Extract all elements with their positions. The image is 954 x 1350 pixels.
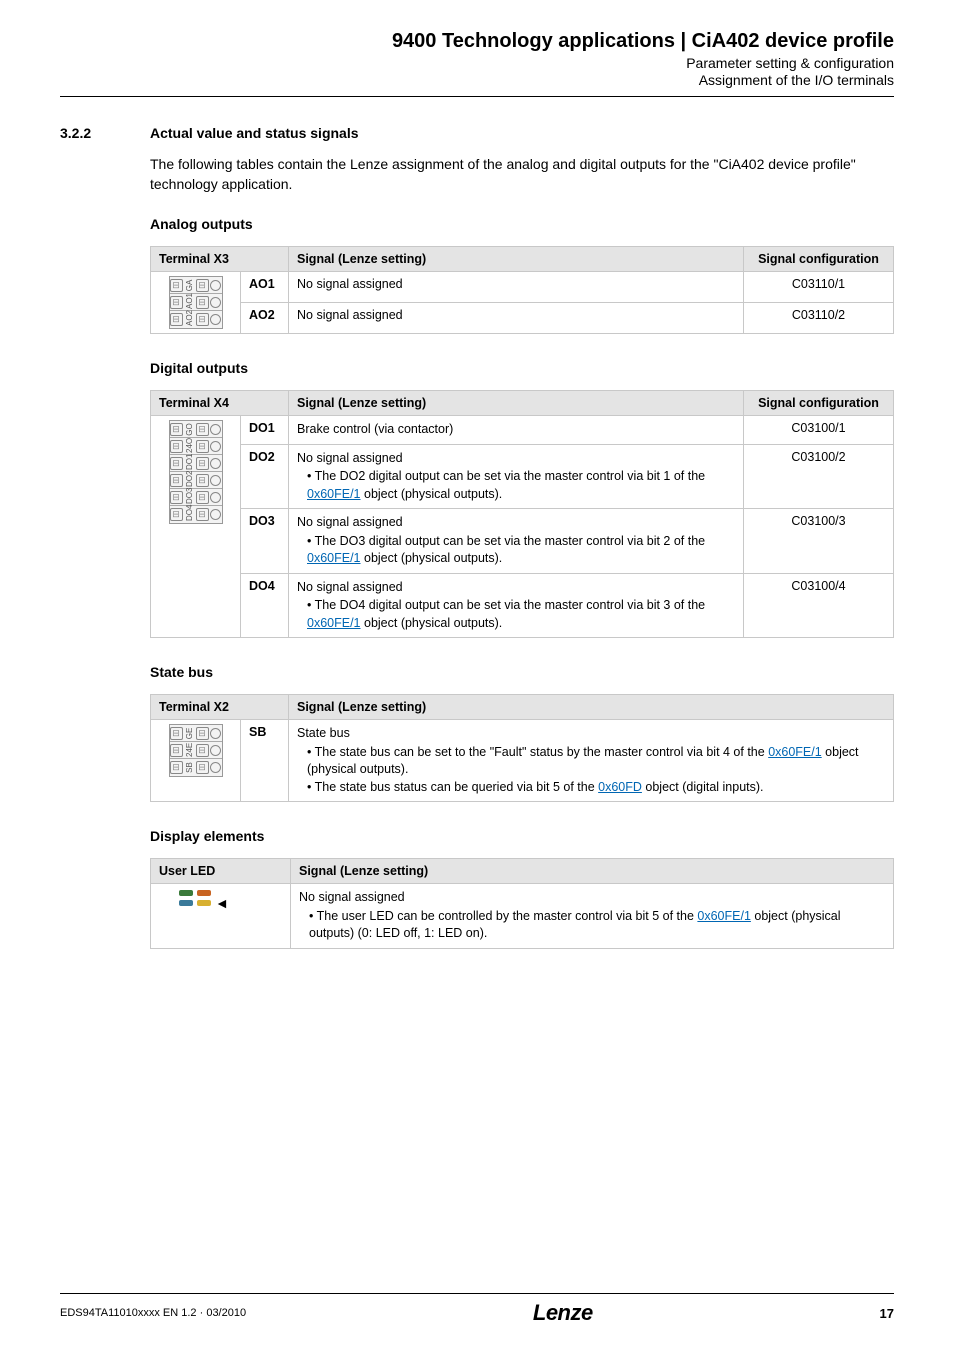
analog-col-signal: Signal (Lenze setting) <box>289 247 744 272</box>
bullet-item: The user LED can be controlled by the ma… <box>309 908 885 943</box>
signal-text: State bus <box>297 725 885 743</box>
table-row: DO4No signal assignedThe DO4 digital out… <box>151 573 894 638</box>
channel-label: DO3 <box>241 509 289 574</box>
signal-cell: State bus The state bus can be set to th… <box>289 720 894 802</box>
config-cell: C03110/1 <box>744 272 894 303</box>
analog-col-terminal: Terminal X3 <box>151 247 289 272</box>
digital-col-terminal: Terminal X4 <box>151 391 289 416</box>
table-row: ⊟GA⊟⊟AO1⊟⊟AO2⊟ AO1 No signal assigned C0… <box>151 272 894 303</box>
signal-text: No signal assigned <box>297 450 735 468</box>
analog-table: Terminal X3 Signal (Lenze setting) Signa… <box>150 246 894 334</box>
digital-heading: Digital outputs <box>150 360 894 376</box>
footer-pagenum: 17 <box>880 1306 894 1321</box>
object-link[interactable]: 0x60FE/1 <box>307 487 361 501</box>
bullet-item: The state bus can be set to the "Fault" … <box>307 744 885 779</box>
footer-logo: Lenze <box>533 1300 593 1326</box>
bullet-item: The DO3 digital output can be set via th… <box>307 533 735 568</box>
intro-text: The following tables contain the Lenze a… <box>150 155 894 194</box>
display-col-led: User LED <box>151 859 291 884</box>
config-cell: C03100/1 <box>744 416 894 445</box>
signal-text: No signal assigned <box>299 889 885 907</box>
terminal-diagram-x3: ⊟GA⊟⊟AO1⊟⊟AO2⊟ <box>151 272 241 334</box>
object-link[interactable]: 0x60FE/1 <box>307 616 361 630</box>
object-link[interactable]: 0x60FE/1 <box>307 551 361 565</box>
config-cell: C03110/2 <box>744 303 894 334</box>
header-sub2: Assignment of the I/O terminals <box>60 72 894 88</box>
digital-col-config: Signal configuration <box>744 391 894 416</box>
table-row: AO2 No signal assigned C03110/2 <box>151 303 894 334</box>
bullet-item: The DO4 digital output can be set via th… <box>307 597 735 632</box>
config-cell: C03100/2 <box>744 444 894 509</box>
statebus-heading: State bus <box>150 664 894 680</box>
signal-cell: Brake control (via contactor) <box>289 416 744 445</box>
display-table: User LED Signal (Lenze setting) ◄ No sig… <box>150 858 894 949</box>
signal-cell: No signal assigned <box>289 303 744 334</box>
bullet-item: The DO2 digital output can be set via th… <box>307 468 735 503</box>
table-row: ⊟GE⊟⊟24E⊟⊟SB⊟ SB State bus The state bus… <box>151 720 894 802</box>
section-heading: 3.2.2 Actual value and status signals <box>60 125 894 141</box>
signal-text: No signal assigned <box>297 514 735 532</box>
table-row: DO2No signal assignedThe DO2 digital out… <box>151 444 894 509</box>
object-link[interactable]: 0x60FE/1 <box>768 745 822 759</box>
channel-label: AO2 <box>241 303 289 334</box>
header-title: 9400 Technology applications | CiA402 de… <box>60 30 894 53</box>
terminal-diagram-x4: ⊟GO⊟⊟24O⊟⊟DO1⊟⊟DO2⊟⊟DO3⊟⊟DO4⊟ <box>151 416 241 638</box>
page-header: 9400 Technology applications | CiA402 de… <box>60 30 894 97</box>
signal-cell: No signal assignedThe DO4 digital output… <box>289 573 744 638</box>
table-row: ⊟GO⊟⊟24O⊟⊟DO1⊟⊟DO2⊟⊟DO3⊟⊟DO4⊟DO1Brake co… <box>151 416 894 445</box>
digital-table: Terminal X4 Signal (Lenze setting) Signa… <box>150 390 894 638</box>
section-title: Actual value and status signals <box>150 125 359 141</box>
object-link[interactable]: 0x60FE/1 <box>697 909 751 923</box>
table-row: ◄ No signal assigned The user LED can be… <box>151 884 894 949</box>
config-cell: C03100/4 <box>744 573 894 638</box>
signal-cell: No signal assigned <box>289 272 744 303</box>
page-footer: EDS94TA11010xxxx EN 1.2 · 03/2010 Lenze … <box>60 1293 894 1326</box>
statebus-table: Terminal X2 Signal (Lenze setting) ⊟GE⊟⊟… <box>150 694 894 802</box>
footer-docid: EDS94TA11010xxxx EN 1.2 · 03/2010 <box>60 1307 246 1319</box>
bullet-item: The state bus status can be queried via … <box>307 779 885 797</box>
signal-text: No signal assigned <box>297 579 735 597</box>
terminal-diagram-x2: ⊟GE⊟⊟24E⊟⊟SB⊟ <box>151 720 241 802</box>
statebus-col-terminal: Terminal X2 <box>151 695 289 720</box>
signal-text: Brake control (via contactor) <box>297 421 735 439</box>
signal-cell: No signal assignedThe DO3 digital output… <box>289 509 744 574</box>
led-icon: ◄ <box>179 889 229 909</box>
signal-cell: No signal assigned The user LED can be c… <box>291 884 894 949</box>
channel-label: SB <box>241 720 289 802</box>
channel-label: DO1 <box>241 416 289 445</box>
section-number: 3.2.2 <box>60 125 150 141</box>
display-col-signal: Signal (Lenze setting) <box>291 859 894 884</box>
table-row: DO3No signal assignedThe DO3 digital out… <box>151 509 894 574</box>
channel-label: AO1 <box>241 272 289 303</box>
header-sub1: Parameter setting & configuration <box>60 55 894 71</box>
display-heading: Display elements <box>150 828 894 844</box>
signal-cell: No signal assignedThe DO2 digital output… <box>289 444 744 509</box>
channel-label: DO4 <box>241 573 289 638</box>
analog-col-config: Signal configuration <box>744 247 894 272</box>
channel-label: DO2 <box>241 444 289 509</box>
digital-col-signal: Signal (Lenze setting) <box>289 391 744 416</box>
statebus-col-signal: Signal (Lenze setting) <box>289 695 894 720</box>
led-diagram-cell: ◄ <box>151 884 291 949</box>
config-cell: C03100/3 <box>744 509 894 574</box>
arrow-icon: ◄ <box>215 895 229 911</box>
object-link[interactable]: 0x60FD <box>598 780 642 794</box>
analog-heading: Analog outputs <box>150 216 894 232</box>
